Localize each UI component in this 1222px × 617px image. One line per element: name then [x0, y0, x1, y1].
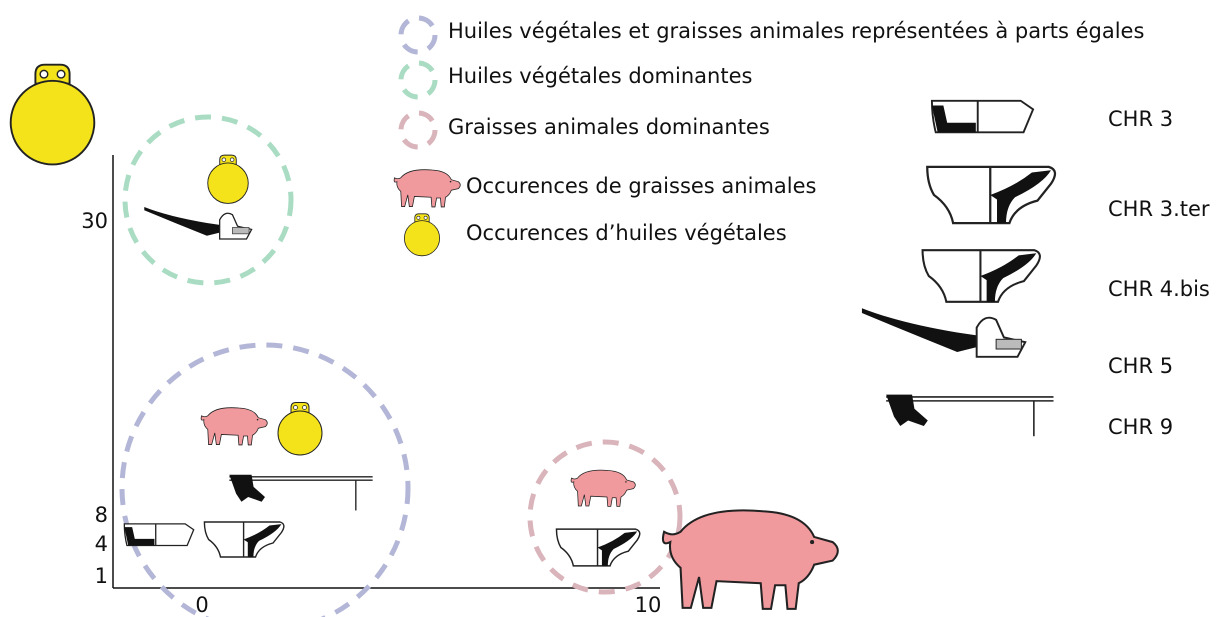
vessel-label: CHR 3 — [1108, 107, 1173, 131]
vessel-label: CHR 3.ter — [1108, 197, 1210, 221]
green-group — [122, 114, 294, 286]
vessel-icon — [203, 521, 285, 558]
legend-label: Huiles végétales dominantes — [448, 64, 752, 88]
vessel-icon — [921, 249, 1042, 303]
y-label: 4 — [95, 532, 108, 556]
pig-icon — [570, 469, 636, 507]
legend-pig — [393, 169, 461, 208]
legend-swatch — [398, 60, 438, 100]
legend-swatch — [398, 15, 438, 55]
x-label: 10 — [635, 593, 662, 617]
vessel-icon — [930, 99, 1035, 134]
pig-icon — [200, 407, 268, 446]
legend-label: Graisses animales dominantes — [448, 115, 770, 139]
x-label: 0 — [195, 593, 208, 617]
vessel-icon — [860, 307, 1027, 358]
y-label: 30 — [81, 209, 108, 233]
legend-label: Occurences de graisses animales — [466, 174, 816, 198]
vessel-label: CHR 4.bis — [1108, 277, 1210, 301]
legend-label: Occurences d’huiles végétales — [466, 221, 787, 245]
vessel-icon — [885, 393, 1055, 438]
vessel-label: CHR 9 — [1108, 415, 1173, 439]
blue-group — [119, 342, 411, 617]
vessel-icon — [228, 474, 374, 512]
pink-group — [527, 439, 683, 595]
pig-icon — [661, 509, 839, 610]
legend-swatch — [398, 110, 438, 150]
legend-label: Huiles végétales et graisses animales re… — [448, 19, 1144, 43]
vessel-label: CHR 5 — [1108, 354, 1173, 378]
vessel-icon — [555, 528, 641, 567]
y-label: 8 — [95, 503, 108, 527]
vessel-icon — [123, 523, 195, 547]
jar-icon — [207, 154, 249, 204]
y-label: 1 — [95, 564, 108, 588]
vessel-icon — [925, 165, 1057, 225]
legend-jar — [403, 213, 441, 257]
vessel-icon — [143, 206, 253, 240]
jar-icon — [277, 401, 323, 456]
jar-icon — [9, 63, 96, 166]
